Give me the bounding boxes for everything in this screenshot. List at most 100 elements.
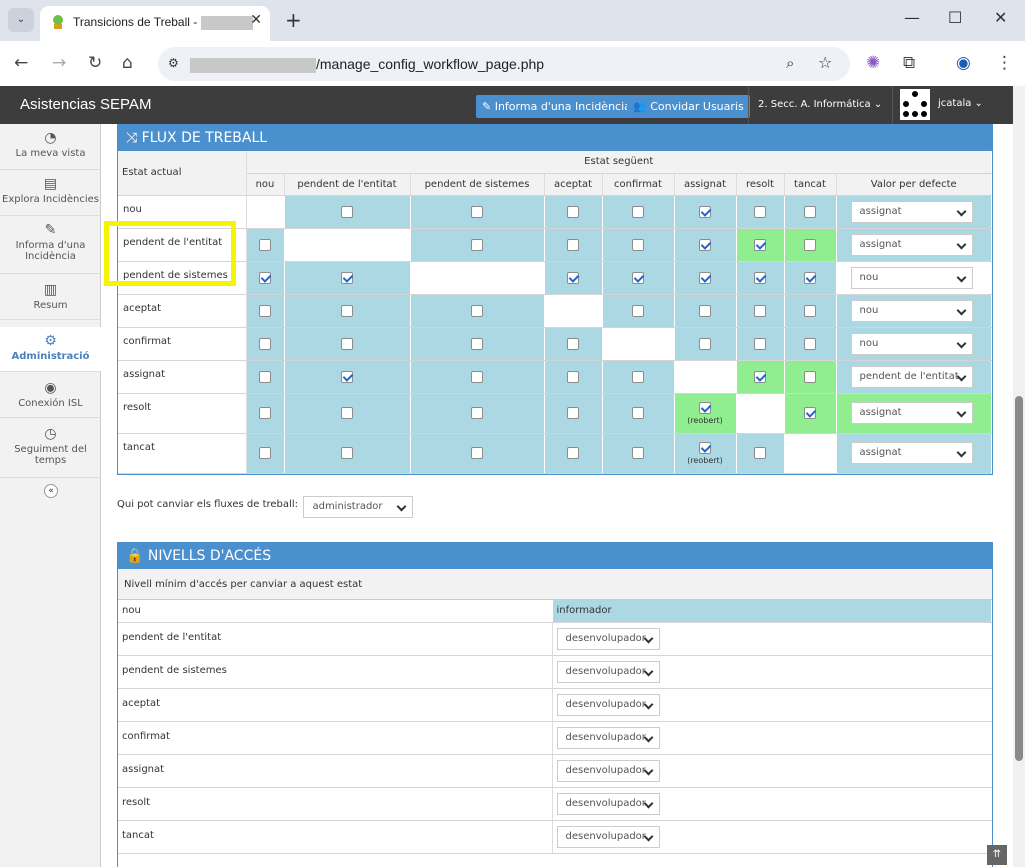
tab-close-icon[interactable]: ✕: [250, 12, 262, 28]
transition-checkbox[interactable]: [632, 407, 644, 419]
transition-checkbox[interactable]: [754, 271, 766, 284]
back-icon[interactable]: ←: [14, 53, 29, 73]
transition-checkbox[interactable]: [632, 370, 644, 383]
transition-checkbox[interactable]: [471, 447, 483, 459]
transition-checkbox[interactable]: [699, 304, 711, 317]
user-menu[interactable]: [892, 86, 992, 124]
transition-checkbox[interactable]: [259, 447, 271, 459]
maximize-icon[interactable]: ☐: [948, 8, 963, 27]
transition-checkbox[interactable]: [259, 370, 271, 383]
transition-checkbox[interactable]: [471, 205, 483, 218]
transition-checkbox[interactable]: [754, 337, 766, 350]
minimize-icon[interactable]: —: [904, 8, 920, 27]
sidebar-item-my-view[interactable]: ◔ La meva vista: [0, 130, 101, 170]
transition-checkbox[interactable]: [471, 370, 483, 383]
transition-checkbox[interactable]: [632, 271, 644, 284]
transition-checkbox[interactable]: [754, 304, 766, 317]
address-bar[interactable]: ⚙ /manage_config_workflow_page.php ⌕ ☆: [158, 47, 850, 81]
transition-checkbox[interactable]: [754, 370, 766, 383]
who-can-change-select[interactable]: administrador: [303, 496, 414, 518]
profile-icon[interactable]: ◉: [956, 53, 971, 73]
default-value-select[interactable]: nou: [850, 299, 973, 322]
transition-checkbox[interactable]: [632, 238, 644, 251]
menu-kebab-icon[interactable]: ⋮: [996, 53, 1013, 73]
transition-checkbox[interactable]: [804, 407, 816, 419]
reload-icon[interactable]: ↻: [88, 53, 103, 73]
transition-checkbox[interactable]: [567, 205, 579, 218]
transition-checkbox[interactable]: [804, 271, 816, 284]
brand-title[interactable]: Asistencias SEPAM: [20, 96, 152, 113]
tab-search-chevron-icon[interactable]: ⌄: [8, 8, 34, 32]
transition-checkbox[interactable]: [341, 407, 353, 419]
access-level-select[interactable]: desenvolupador: [556, 627, 660, 650]
page-scrollbar[interactable]: [1013, 86, 1025, 867]
transition-checkbox[interactable]: [804, 337, 816, 350]
transition-checkbox[interactable]: [804, 205, 816, 218]
transition-checkbox[interactable]: [341, 447, 353, 459]
transition-checkbox[interactable]: [341, 205, 353, 218]
access-level-select[interactable]: desenvolupador: [556, 759, 660, 782]
sidebar-item-summary[interactable]: ▥ Resum: [0, 282, 101, 320]
transition-checkbox[interactable]: [699, 441, 711, 454]
transition-checkbox[interactable]: [632, 304, 644, 317]
transition-checkbox[interactable]: [471, 407, 483, 419]
new-tab-button[interactable]: +: [285, 8, 302, 32]
transition-checkbox[interactable]: [567, 271, 579, 284]
transition-checkbox[interactable]: [259, 304, 271, 317]
sidebar-item-isl[interactable]: ◉ Conexión ISL: [0, 380, 101, 418]
transition-checkbox[interactable]: [699, 401, 711, 414]
home-icon[interactable]: ⌂: [122, 53, 133, 73]
transition-checkbox[interactable]: [259, 337, 271, 350]
transition-checkbox[interactable]: [754, 238, 766, 251]
transition-checkbox[interactable]: [632, 205, 644, 218]
transition-checkbox[interactable]: [341, 337, 353, 350]
site-info-icon[interactable]: ⚙: [168, 56, 179, 70]
sidebar-item-time-tracking[interactable]: ◷ Seguiment del temps: [0, 426, 101, 478]
default-value-select[interactable]: assignat: [850, 442, 973, 464]
transition-checkbox[interactable]: [259, 271, 271, 284]
forward-icon[interactable]: →: [52, 53, 67, 73]
transition-checkbox[interactable]: [754, 205, 766, 218]
transition-checkbox[interactable]: [804, 238, 816, 251]
sidebar-item-explore[interactable]: ▤ Explora Incidències: [0, 176, 101, 216]
zoom-icon[interactable]: ⌕: [786, 54, 795, 72]
transition-checkbox[interactable]: [567, 238, 579, 251]
project-selector[interactable]: 2. Secc. A. Informática ⌄: [748, 86, 892, 124]
transition-checkbox[interactable]: [341, 304, 353, 317]
transition-checkbox[interactable]: [341, 370, 353, 383]
transition-checkbox[interactable]: [754, 447, 766, 459]
transition-checkbox[interactable]: [567, 407, 579, 419]
access-level-select[interactable]: desenvolupador: [556, 660, 660, 683]
username[interactable]: jcatala ⌄: [938, 98, 983, 109]
transition-checkbox[interactable]: [259, 238, 271, 251]
invite-users-button[interactable]: 👥 Convidar Usuaris: [627, 95, 750, 118]
extensions-puzzle-icon[interactable]: ⧉: [903, 53, 916, 73]
transition-checkbox[interactable]: [471, 337, 483, 350]
transition-checkbox[interactable]: [471, 238, 483, 251]
transition-checkbox[interactable]: [699, 337, 711, 350]
transition-checkbox[interactable]: [804, 370, 816, 383]
transition-checkbox[interactable]: [567, 370, 579, 383]
transition-checkbox[interactable]: [699, 238, 711, 251]
access-level-select[interactable]: desenvolupador: [556, 792, 660, 815]
default-value-select[interactable]: pendent de l'entitat: [850, 365, 973, 388]
transition-checkbox[interactable]: [699, 205, 711, 218]
transition-checkbox[interactable]: [341, 271, 353, 284]
sidebar-item-report[interactable]: ✎ Informa d'una Incidència: [0, 222, 101, 274]
default-value-select[interactable]: nou: [850, 266, 973, 289]
transition-checkbox[interactable]: [259, 407, 271, 419]
transition-checkbox[interactable]: [804, 304, 816, 317]
extension-icon[interactable]: ✺: [866, 53, 881, 73]
default-value-select[interactable]: assignat: [850, 233, 973, 256]
transition-checkbox[interactable]: [567, 337, 579, 350]
access-level-select[interactable]: desenvolupador: [556, 825, 660, 848]
transition-checkbox[interactable]: [471, 304, 483, 317]
default-value-select[interactable]: assignat: [850, 402, 973, 424]
default-value-select[interactable]: assignat: [850, 200, 973, 223]
default-value-select[interactable]: nou: [850, 332, 973, 355]
scroll-top-button[interactable]: ⇈: [987, 845, 1007, 865]
access-level-select[interactable]: desenvolupador: [556, 693, 660, 716]
transition-checkbox[interactable]: [699, 271, 711, 284]
report-issue-button[interactable]: ✎ Informa d'una Incidència: [476, 95, 637, 118]
scrollbar-thumb[interactable]: [1015, 396, 1023, 761]
